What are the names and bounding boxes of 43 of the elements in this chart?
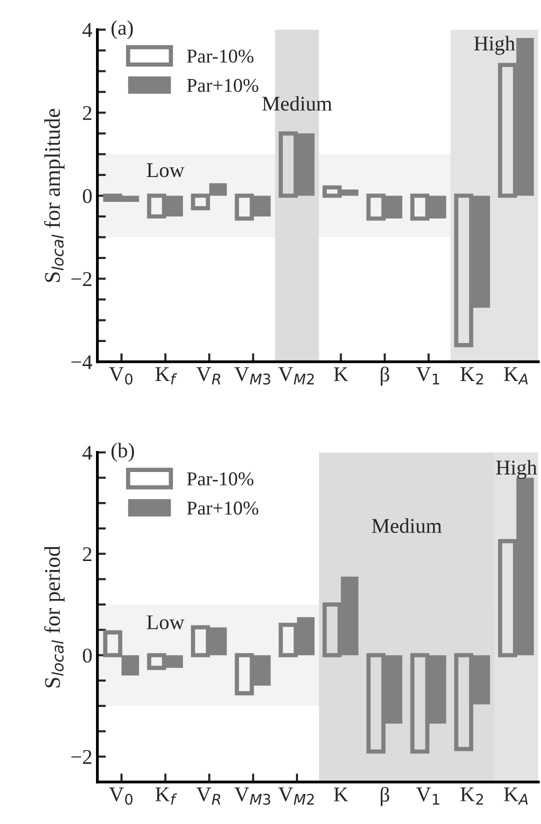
x-tick-label: K [334,788,348,802]
y-axis-title: S$_{local}$ for amplitude [44,108,65,282]
x-tick-label: K [334,367,348,382]
band-label: High [474,36,515,55]
y-tick-label: −2 [71,750,92,764]
x-tick-label: K$_{2}$ [460,788,483,805]
legend-label: Par-10% [187,50,254,63]
y-tick-label: 0 [82,189,92,204]
x-tick-label: K$_{A}$ [504,788,528,805]
y-tick-label: 2 [83,547,92,562]
x-tick-label: V$_{M2}$ [278,788,314,805]
y-tick-label: −2 [71,272,92,286]
x-tick-label: V$_{M2}$ [278,367,314,384]
x-tick-label: V$_{M3}$ [234,788,270,805]
x-tick-label: V$_{R}$ [196,367,220,384]
y-tick-label: −4 [71,355,92,369]
y-tick-label: 0 [82,648,92,663]
legend-label: Par+10% [187,502,258,515]
x-tick-label: V$_{1}$ [416,788,440,805]
chart-title: (a) [112,20,133,40]
x-tick-label: K$_{2}$ [460,367,483,384]
band-label: Medium [262,96,332,111]
chart-title: (b) [112,442,134,462]
y-tick-label: 4 [82,446,92,460]
x-tick-label: V$_{R}$ [196,788,220,805]
y-axis-title: S$_{local}$ for period [44,546,65,688]
x-tick-label: K$_{f}$ [155,367,178,384]
x-tick-label: V$_{M3}$ [234,367,270,385]
x-tick-label: K$_{f}$ [155,788,178,805]
band-label: Low [146,163,184,178]
band-label: Low [146,615,184,630]
x-tick-label: V$_{0}$ [109,788,132,805]
legend-label: Par+10% [187,78,258,92]
y-tick-label: 4 [82,23,92,37]
x-tick-label: β [380,786,390,806]
band-label: Medium [372,518,442,533]
x-tick-label: β [380,366,390,386]
legend-label: Par-10% [187,472,254,486]
x-tick-label: K$_{A}$ [504,367,528,384]
x-tick-label: V$_{0}$ [109,367,132,385]
y-tick-label: 2 [83,106,92,120]
x-tick-label: V$_{1}$ [416,367,440,384]
band-label: High [496,460,537,479]
